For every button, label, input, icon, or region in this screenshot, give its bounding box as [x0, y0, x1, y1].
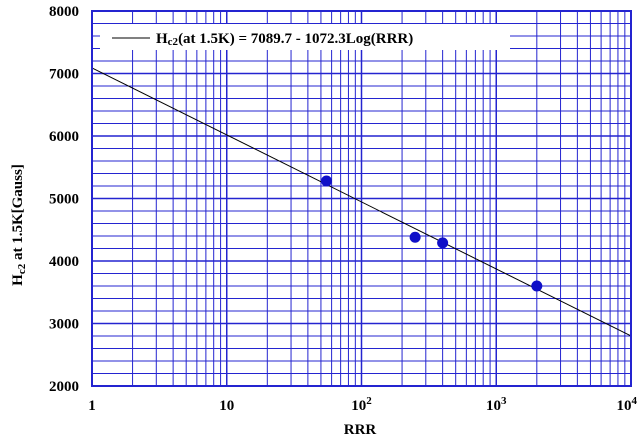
- fit-line: [91, 67, 632, 337]
- x-tick-label-exponent: 2: [366, 395, 372, 407]
- x-tick-label-base: 10: [219, 398, 234, 414]
- y-axis-title-main: H: [10, 274, 26, 286]
- data-points: [321, 175, 543, 292]
- x-tick-label: 102: [351, 395, 372, 414]
- y-tick-label: 4000: [49, 254, 79, 270]
- x-tick-label-exponent: 4: [632, 395, 638, 407]
- x-tick-label-base: 10: [617, 398, 632, 414]
- x-tick-label-base: 10: [351, 398, 366, 414]
- data-point: [409, 231, 421, 243]
- data-point: [531, 280, 543, 292]
- y-tick-label: 5000: [49, 192, 79, 208]
- y-tick-label: 2000: [49, 379, 79, 395]
- legend-label-sub: c2: [168, 36, 179, 48]
- legend: Hc2(at 1.5K) = 7089.7 - 1072.3Log(RRR): [100, 24, 510, 50]
- y-axis-title-sub: c2: [16, 263, 28, 274]
- y-tick-label: 8000: [49, 4, 79, 20]
- fit-line-layer: [91, 67, 632, 337]
- x-tick-label: 1: [88, 398, 96, 414]
- legend-label-prefix: H: [156, 31, 168, 47]
- y-axis-title: Hc2 at 1.5K[Gauss]: [10, 164, 28, 286]
- x-tick-label-base: 1: [88, 398, 96, 414]
- data-point: [437, 237, 449, 249]
- x-tick-label: 104: [617, 395, 638, 414]
- y-axis-ticks: 2000 3000 4000 5000 6000 7000 8000: [49, 4, 79, 395]
- y-tick-label: 6000: [49, 129, 79, 145]
- y-tick-label: 7000: [49, 67, 79, 83]
- x-axis-title: RRR: [344, 422, 377, 438]
- y-axis-title-rest: at 1.5K[Gauss]: [10, 164, 26, 264]
- data-point: [321, 175, 333, 187]
- x-tick-label-exponent: 3: [501, 395, 507, 407]
- plot-frame: [91, 10, 632, 387]
- x-tick-label: 103: [486, 395, 507, 414]
- legend-label-rest: (at 1.5K) = 7089.7 - 1072.3Log(RRR): [178, 31, 413, 47]
- y-tick-label: 3000: [49, 317, 79, 333]
- x-tick-label: 10: [219, 398, 234, 414]
- grid: [91, 10, 632, 387]
- x-axis-ticks: 1 10 102 103 104: [88, 395, 637, 414]
- legend-background: [100, 24, 510, 50]
- legend-label: Hc2(at 1.5K) = 7089.7 - 1072.3Log(RRR): [156, 31, 413, 48]
- x-tick-label-base: 10: [486, 398, 501, 414]
- plot-border: [91, 10, 632, 387]
